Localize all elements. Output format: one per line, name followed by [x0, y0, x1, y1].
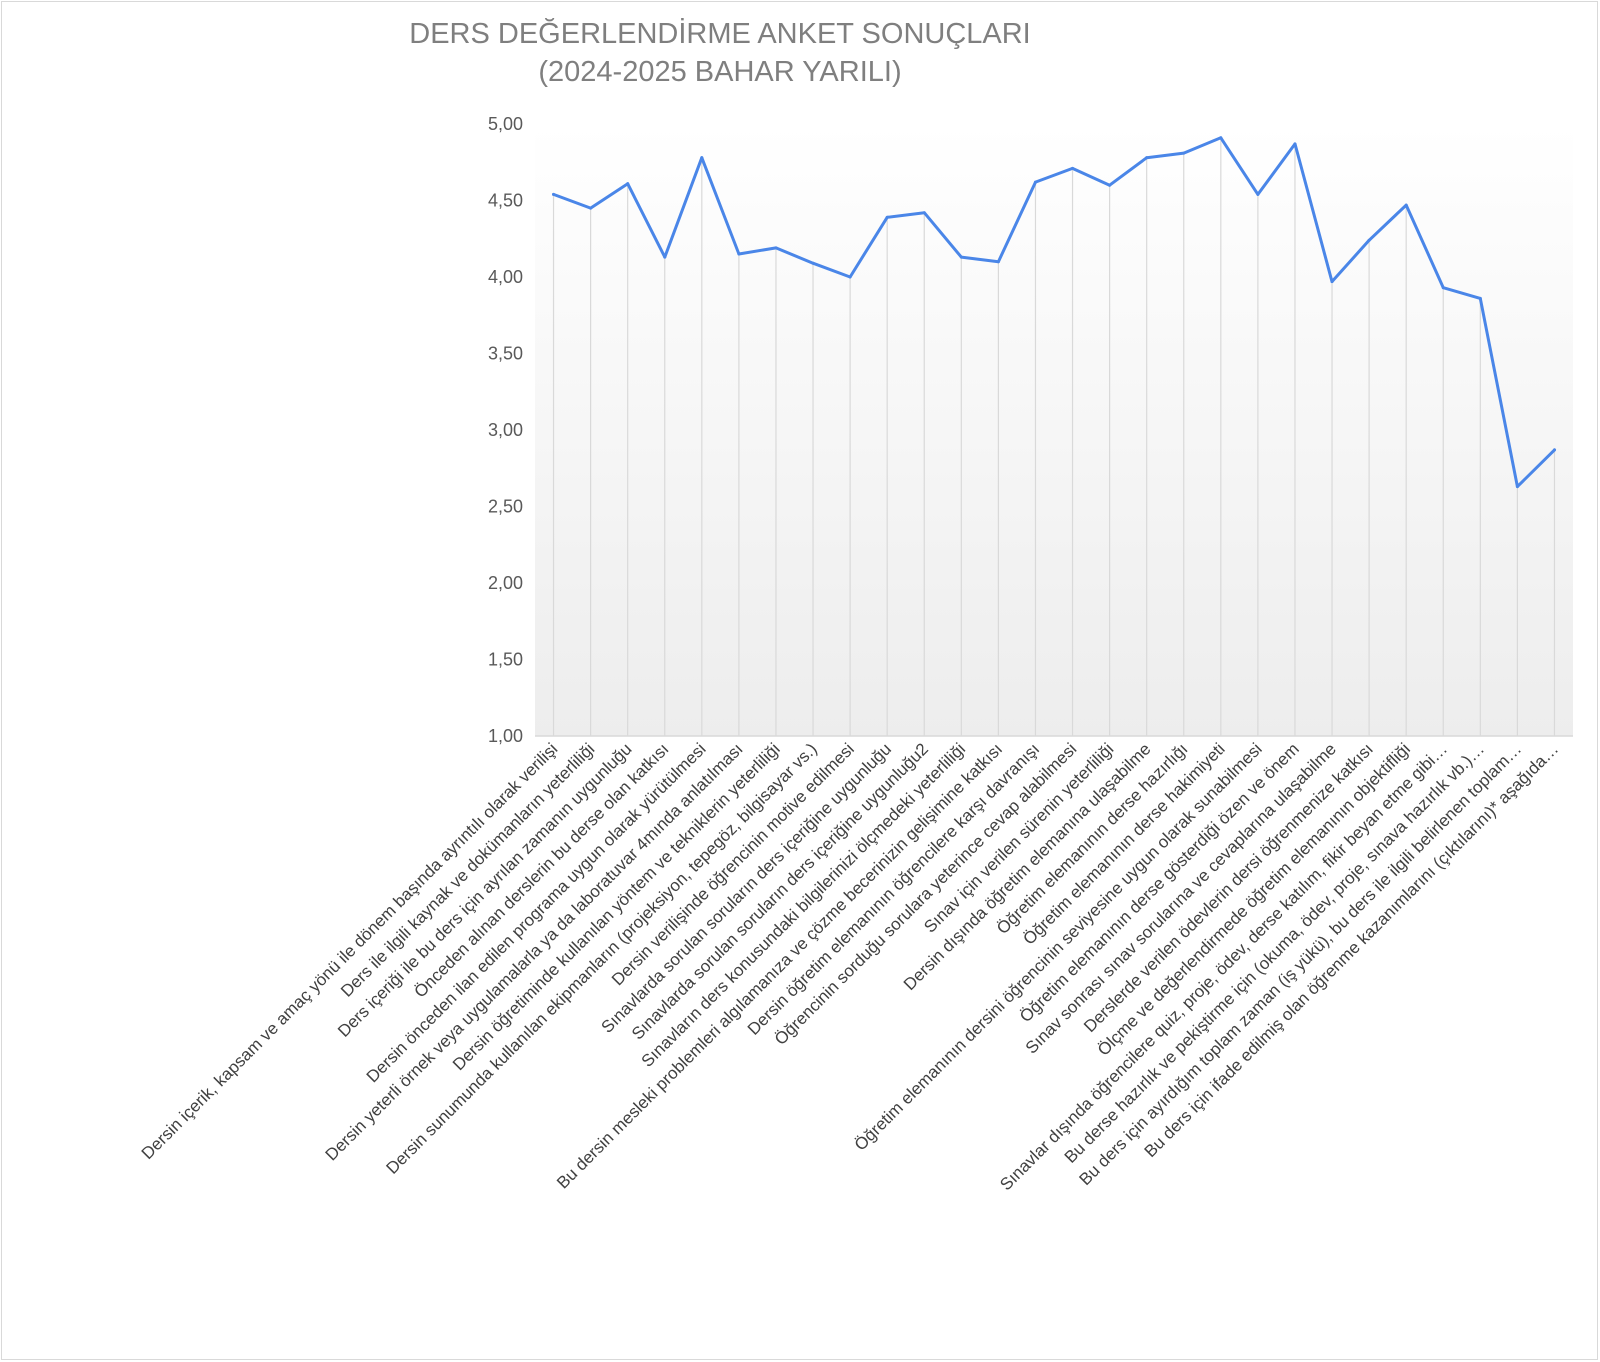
data-points	[552, 136, 1556, 489]
y-tick-label: 2,00	[488, 573, 523, 593]
data-point	[1293, 142, 1297, 146]
data-point	[996, 260, 1000, 264]
data-point	[1441, 286, 1445, 290]
y-tick-label: 5,00	[488, 114, 523, 134]
data-point	[1071, 166, 1075, 170]
data-point	[1367, 238, 1371, 242]
drop-lines	[552, 137, 1556, 736]
data-point	[552, 192, 556, 196]
y-tick-label: 1,00	[488, 726, 523, 746]
data-point	[1182, 151, 1186, 155]
data-point	[1552, 448, 1556, 452]
data-point	[1478, 296, 1482, 300]
data-point	[737, 252, 741, 256]
data-point	[885, 215, 889, 219]
data-point	[774, 246, 778, 250]
y-tick-label: 3,00	[488, 420, 523, 440]
y-axis: 1,00 1,50 2,00 2,50 3,00 3,50 4,00 4,50 5,00	[488, 114, 523, 746]
plot-area	[535, 124, 1573, 736]
data-point	[1256, 192, 1260, 196]
data-point	[1033, 180, 1037, 184]
data-point	[1515, 485, 1519, 489]
data-point	[589, 206, 593, 210]
x-axis: Dersin içerik, kapsam ve amaç yönü ile d…	[138, 739, 1563, 1194]
y-tick-label: 1,50	[488, 650, 523, 670]
series-line	[552, 136, 1556, 489]
data-point	[1108, 183, 1112, 187]
y-tick-label: 2,50	[488, 497, 523, 517]
data-point	[959, 255, 963, 259]
y-tick-label: 4,00	[488, 267, 523, 287]
data-point	[1219, 136, 1223, 140]
data-point	[1145, 156, 1149, 160]
chart-subtitle: (2024-2025 BAHAR YARILI)	[538, 56, 901, 88]
data-point	[848, 275, 852, 279]
data-point	[922, 211, 926, 215]
y-tick-label: 4,50	[488, 191, 523, 211]
data-point	[626, 182, 630, 186]
y-tick-label: 3,50	[488, 344, 523, 364]
chart-title: DERS DEĞERLENDİRME ANKET SONUÇLARI	[409, 17, 1031, 50]
data-point	[811, 261, 815, 265]
data-point	[700, 156, 704, 160]
data-point	[1404, 203, 1408, 207]
data-point	[663, 255, 667, 259]
data-point	[1330, 280, 1334, 284]
